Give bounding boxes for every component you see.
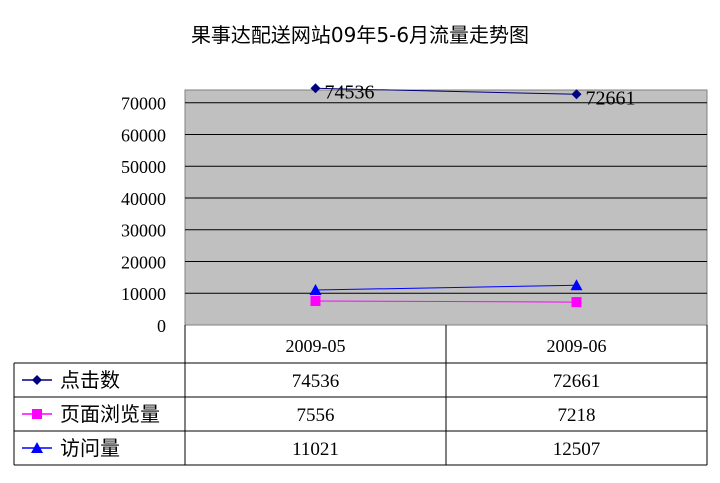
- data-label-0-0: 74536: [325, 81, 375, 103]
- series-name-1: 页面浏览量: [60, 402, 160, 426]
- y-tick-label-5: 50000: [121, 157, 166, 177]
- series-0-point-0: [310, 83, 321, 94]
- table-cell-2-1: 12507: [553, 439, 601, 460]
- y-tick-label-3: 30000: [121, 221, 166, 241]
- category-label-1: 2009-06: [547, 336, 607, 356]
- table-cell-2-0: 11021: [292, 439, 339, 460]
- y-tick-label-7: 70000: [121, 94, 166, 114]
- chart-title: 果事达配送网站09年5-6月流量走势图: [191, 23, 529, 47]
- y-tick-label-2: 20000: [121, 252, 166, 272]
- series-1-point-0: [310, 296, 321, 307]
- series-line-1: [315, 300, 577, 303]
- table-cell-1-1: 7218: [558, 405, 596, 426]
- series-line-0: [315, 87, 577, 95]
- category-label-0: 2009-05: [286, 336, 346, 356]
- series-name-2: 访问量: [60, 436, 120, 460]
- legend-marker-1: [32, 409, 42, 419]
- table-cell-0-1: 72661: [553, 371, 601, 392]
- data-label-0-1: 72661: [586, 87, 636, 109]
- y-tick-label-4: 40000: [121, 189, 166, 209]
- series-2-point-0: [309, 284, 322, 296]
- table-cell-1-0: 7556: [297, 405, 335, 426]
- plot-area: [184, 89, 708, 326]
- legend-marker-0: [32, 375, 42, 385]
- series-2-point-1: [570, 279, 583, 291]
- legend-marker-2: [31, 442, 43, 453]
- series-1-point-1: [571, 297, 582, 308]
- table-cell-0-0: 74536: [292, 371, 340, 392]
- y-tick-label-1: 10000: [121, 284, 166, 304]
- y-tick-label-6: 60000: [121, 125, 166, 145]
- series-name-0: 点击数: [60, 368, 120, 392]
- y-tick-label-0: 0: [157, 316, 166, 336]
- series-0-point-1: [571, 89, 582, 100]
- series-line-2: [315, 284, 577, 291]
